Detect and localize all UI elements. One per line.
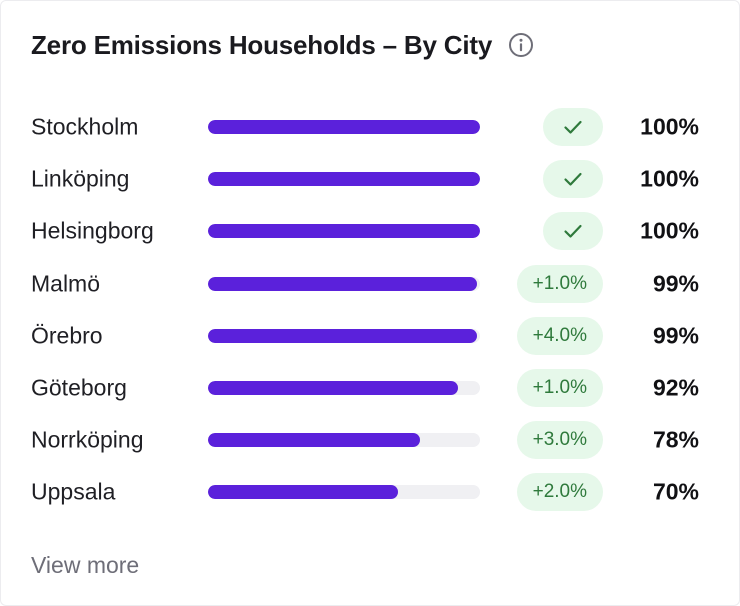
list-item: Malmö +1.0% 99%: [1, 258, 740, 310]
progress-bar-fill: [208, 276, 478, 291]
progress-bar-fill: [208, 328, 478, 343]
city-name: Helsingborg: [31, 217, 154, 244]
progress-bar-track: [208, 224, 480, 239]
progress-bar-track: [208, 328, 480, 343]
progress-bar-fill: [208, 224, 480, 239]
percent-value: 99%: [652, 270, 699, 297]
progress-bar-fill: [208, 120, 480, 135]
city-name: Göteborg: [31, 374, 127, 401]
list-item: Linköping 100%: [1, 153, 740, 205]
change-badge: +2.0%: [516, 473, 603, 512]
view-more-link[interactable]: View more: [31, 552, 140, 578]
change-badge: +4.0%: [516, 316, 603, 355]
check-icon: [564, 173, 582, 186]
info-icon[interactable]: [508, 32, 534, 58]
progress-bar-fill: [208, 172, 480, 187]
change-badge: +3.0%: [516, 421, 603, 460]
progress-bar-fill: [208, 381, 459, 396]
card-header: Zero Emissions Households – By City: [31, 27, 534, 63]
progress-bar-fill: [208, 433, 421, 448]
progress-bar-track: [208, 120, 480, 135]
complete-badge: [543, 212, 603, 251]
change-badge: +1.0%: [516, 369, 603, 408]
city-name: Uppsala: [31, 478, 116, 505]
card-title: Zero Emissions Households – By City: [31, 29, 493, 60]
progress-bar-track: [208, 381, 480, 396]
percent-value: 92%: [652, 374, 699, 401]
progress-bar-track: [208, 433, 480, 448]
progress-bar-track: [208, 276, 480, 291]
city-name: Stockholm: [31, 113, 139, 140]
list-item: Helsingborg 100%: [1, 205, 740, 257]
complete-badge: [543, 160, 603, 199]
city-name: Örebro: [31, 322, 103, 349]
percent-value: 70%: [652, 478, 699, 505]
list-item: Göteborg +1.0% 92%: [1, 362, 740, 414]
city-name: Norrköping: [31, 426, 144, 453]
list-item: Stockholm 100%: [1, 101, 740, 153]
city-name: Malmö: [31, 270, 101, 297]
list-item: Örebro +4.0% 99%: [1, 310, 740, 362]
change-badge: +1.0%: [516, 264, 603, 303]
check-icon: [564, 120, 582, 134]
complete-badge: [543, 108, 603, 147]
progress-bar-track: [208, 485, 480, 500]
percent-value: 99%: [652, 322, 699, 349]
check-icon: [564, 225, 582, 239]
percent-value: 100%: [640, 165, 699, 192]
progress-bar-fill: [208, 485, 399, 500]
percent-value: 100%: [640, 217, 699, 244]
list-item: Norrköping +3.0% 78%: [1, 414, 740, 466]
city-name: Linköping: [31, 165, 130, 192]
list-item: Uppsala +2.0% 70%: [1, 466, 740, 518]
progress-bar-track: [208, 172, 480, 187]
percent-value: 100%: [640, 113, 699, 140]
percent-value: 78%: [652, 426, 699, 453]
city-list: Stockholm 100% Linköping 100% Helsingborg 100…: [1, 101, 740, 519]
